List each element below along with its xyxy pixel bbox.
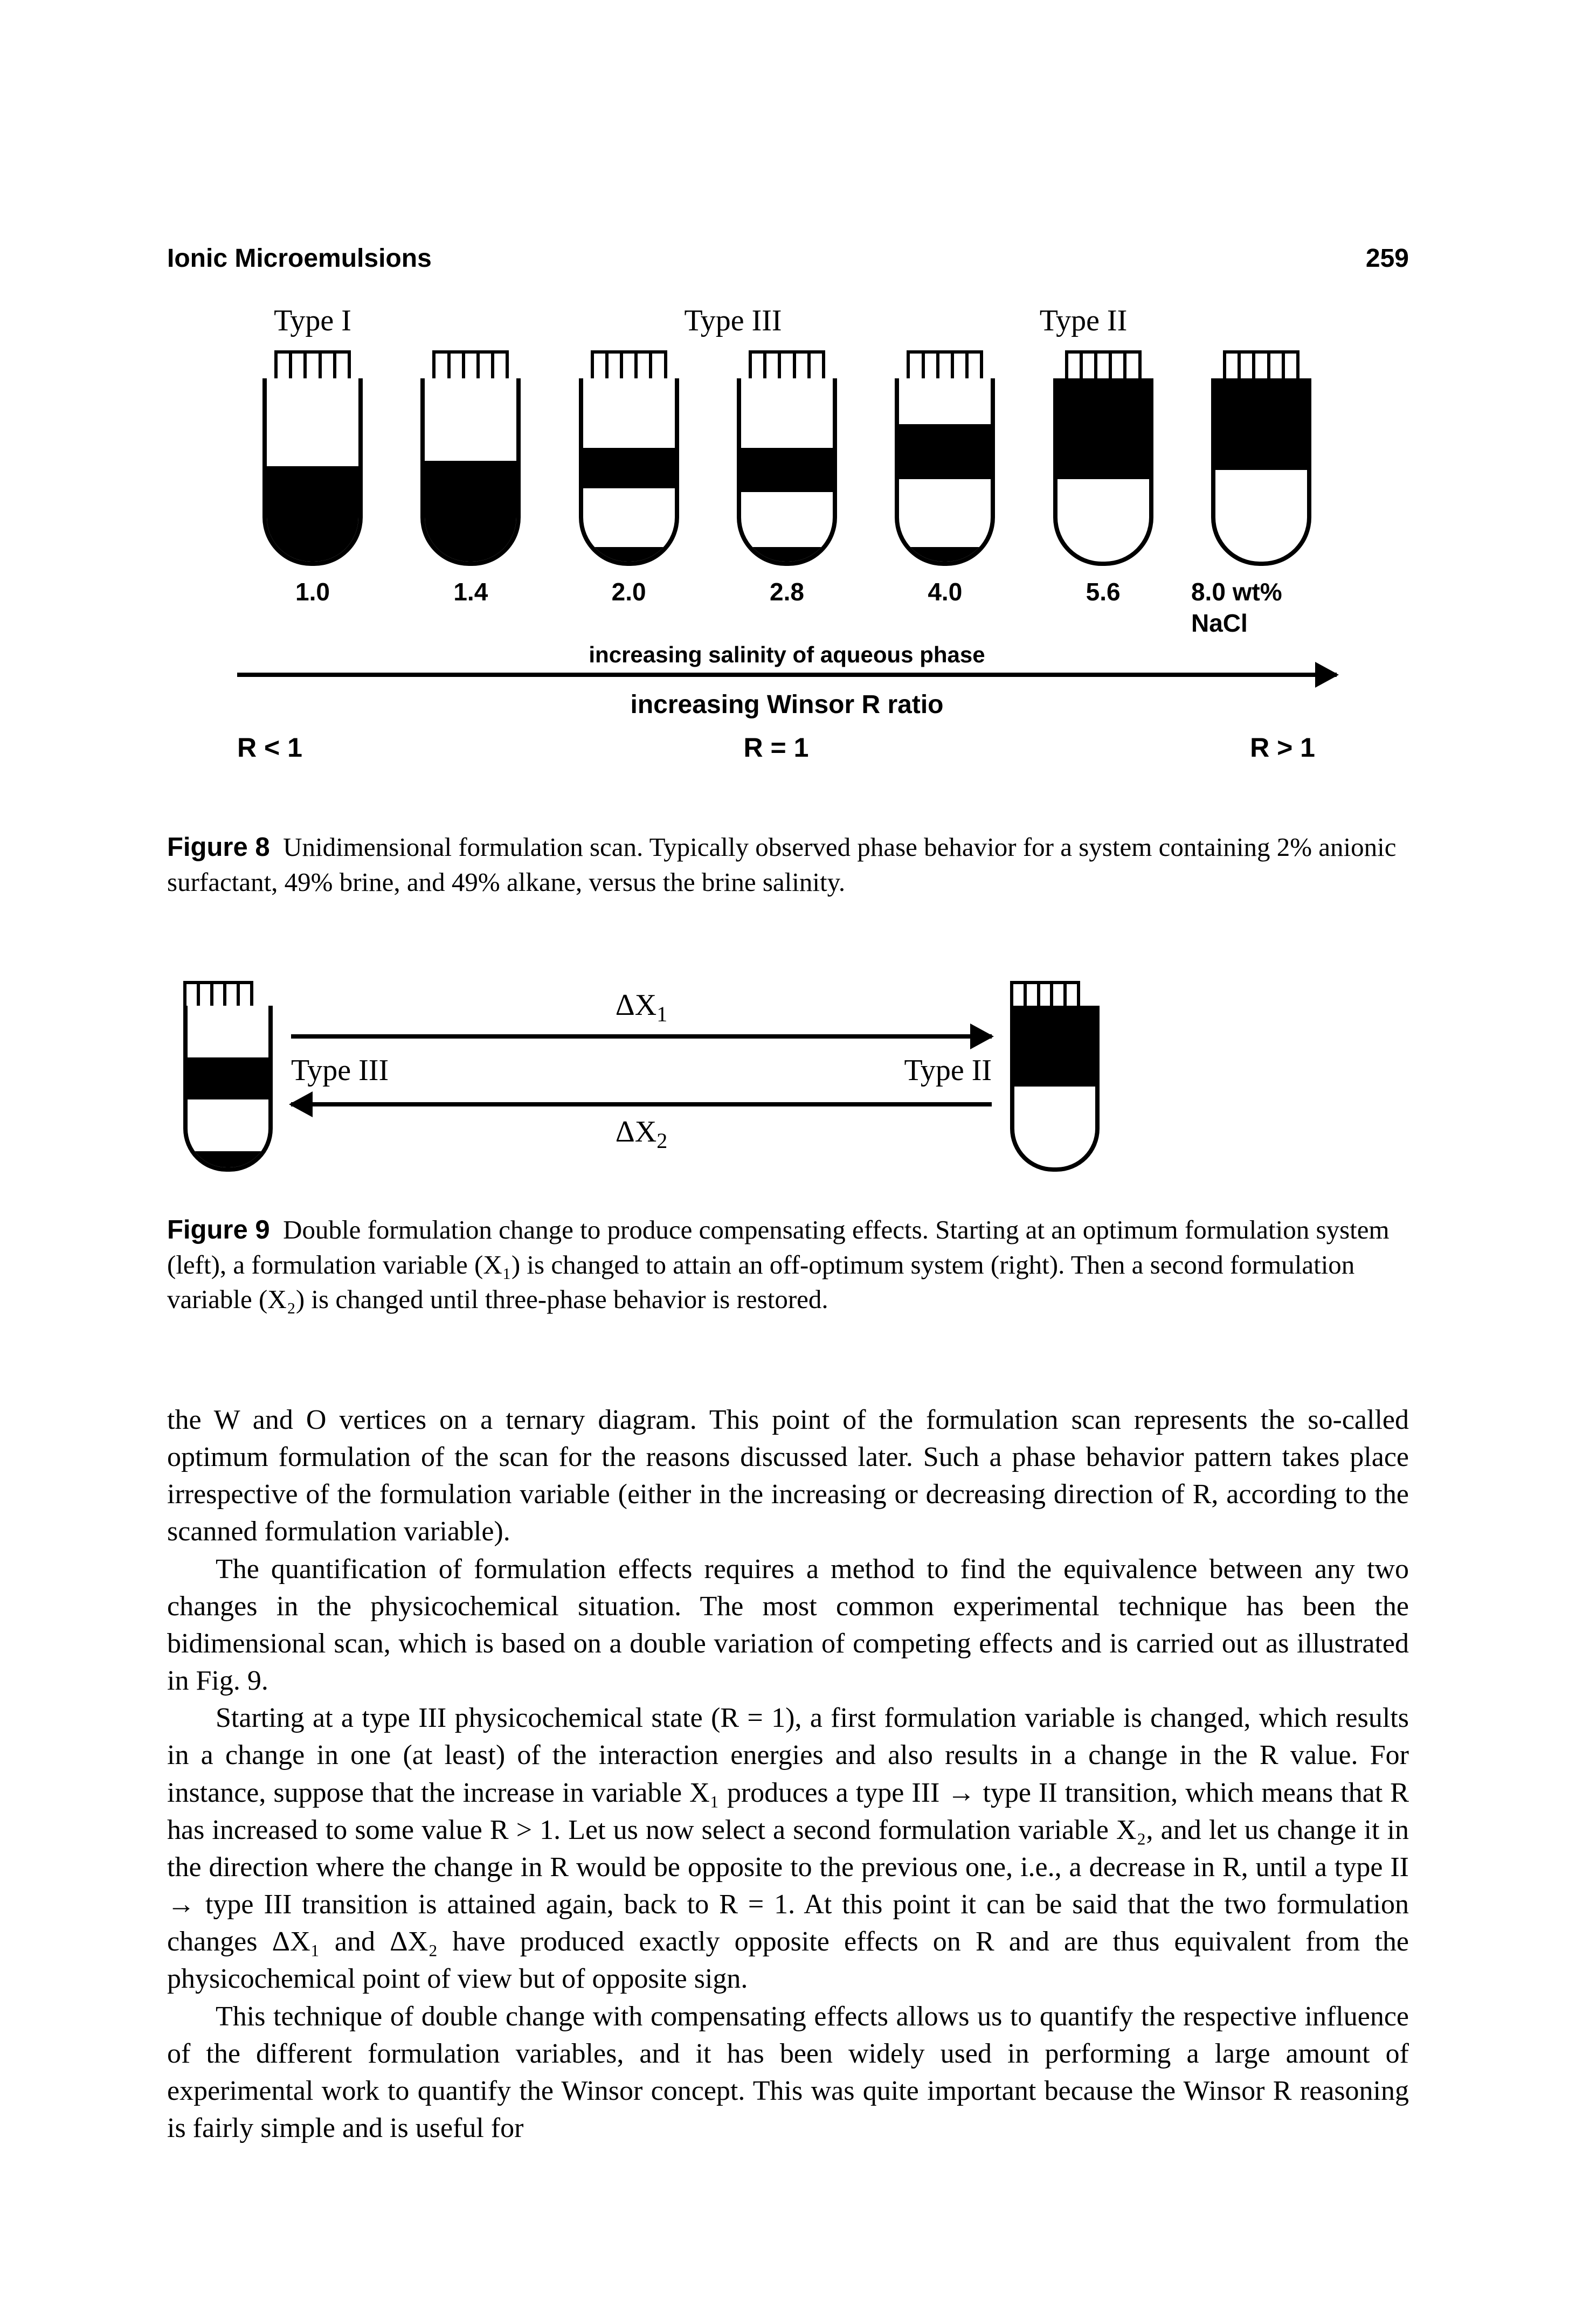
tube-body [420, 378, 521, 566]
figure-8-caption: Figure 8 Unidimensional formulation scan… [167, 830, 1409, 900]
fig8-type-labels: Type I Type III Type II [226, 302, 1347, 340]
body-p2: The quantification of formulation effect… [167, 1551, 1409, 1700]
fig8-type1-label: Type I [243, 302, 383, 340]
figure-9: ΔX1 Type III Type II ΔX2 [183, 970, 1100, 1196]
fig9-dx2: ΔX2 [291, 1113, 992, 1154]
dx2-sub: 2 [656, 1129, 667, 1153]
test-tube: 1.4 [400, 350, 541, 639]
test-tube: 5.6 [1033, 350, 1173, 639]
fig8-r-lt: R < 1 [237, 731, 302, 765]
dx1-sym: ΔX [616, 988, 656, 1022]
fig9-dx1: ΔX1 [291, 986, 992, 1028]
tube-value: 4.0 [928, 577, 962, 608]
tube-cap-icon [1223, 350, 1299, 378]
test-tube: 2.8 [717, 350, 857, 639]
arrow-left-icon [291, 1102, 992, 1106]
body-p3: Starting at a type III physicochemical s… [167, 1699, 1409, 1997]
dx2-sym: ΔX [616, 1115, 656, 1149]
fig8-winsor-label: increasing Winsor R ratio [226, 689, 1347, 721]
test-tube: 2.0 [559, 350, 699, 639]
fig9-right-tube [1010, 981, 1100, 1172]
runhead-left: Ionic Microemulsions [167, 243, 432, 275]
tube-cap-icon [432, 350, 509, 378]
fig8-r-row: R < 1 R = 1 R > 1 [226, 731, 1347, 765]
fig9-type3-label: Type III [291, 1052, 389, 1089]
tube-value: 5.6 [1086, 577, 1121, 608]
body-p1: the W and O vertices on a ternary diagra… [167, 1401, 1409, 1551]
tube-value: 1.4 [453, 577, 488, 608]
tube-body [895, 378, 995, 566]
fig8-caption-label: Figure 8 [167, 833, 270, 862]
tube-cap-icon [749, 350, 825, 378]
tube-cap-icon [274, 350, 351, 378]
arrow-right-icon [237, 673, 1337, 677]
tube-cap-icon [1010, 981, 1080, 1006]
fig9-center: ΔX1 Type III Type II ΔX2 [291, 986, 992, 1180]
tube-value: 2.0 [612, 577, 646, 608]
running-head: Ionic Microemulsions 259 [167, 243, 1409, 275]
figure-8: Type I Type III Type II 1.0 1.4 2.0 2.8 4.0 5… [226, 302, 1347, 764]
fig9-caption-text: Double formulation change to produce com… [167, 1215, 1390, 1314]
tube-cap-icon [591, 350, 667, 378]
tube-body [183, 1006, 273, 1172]
fig8-caption-text: Unidimensional formulation scan. Typical… [167, 832, 1397, 897]
fig9-type2-label: Type II [904, 1052, 992, 1089]
tube-value: 2.8 [770, 577, 804, 608]
tube-body [737, 378, 837, 566]
fig8-type3-label: Type III [523, 302, 943, 340]
tube-cap-icon [907, 350, 983, 378]
tube-value: 1.0 [295, 577, 330, 608]
runhead-right: 259 [1366, 243, 1409, 275]
fig8-r-gt: R > 1 [1250, 731, 1315, 765]
test-tube: 8.0 wt% NaCl [1191, 350, 1331, 639]
tube-body [1053, 378, 1153, 566]
tube-body [262, 378, 363, 566]
dx1-sub: 1 [656, 1002, 667, 1026]
test-tube: 1.0 [243, 350, 383, 639]
fig8-tube-row: 1.0 1.4 2.0 2.8 4.0 5.6 8.0 wt% NaCl [226, 350, 1347, 639]
fig8-salinity-label: increasing salinity of aqueous phase [226, 641, 1347, 669]
fig8-type2-label: Type II [943, 302, 1224, 340]
body-p4: This technique of double change with com… [167, 1998, 1409, 2147]
tube-body [1010, 1006, 1100, 1172]
test-tube: 4.0 [875, 350, 1015, 639]
figure-9-caption: Figure 9 Double formulation change to pr… [167, 1213, 1409, 1317]
arrow-right-icon [291, 1034, 992, 1039]
tube-value: 8.0 wt% NaCl [1191, 577, 1331, 639]
tube-body [1211, 378, 1311, 566]
fig8-salinity-arrow [226, 673, 1347, 677]
tube-body [579, 378, 679, 566]
fig9-left-tube [183, 981, 273, 1172]
tube-cap-icon [1065, 350, 1142, 378]
fig8-r-eq: R = 1 [744, 731, 809, 765]
body-text: the W and O vertices on a ternary diagra… [167, 1401, 1409, 2147]
fig9-caption-label: Figure 9 [167, 1215, 270, 1244]
tube-cap-icon [183, 981, 253, 1006]
page: Ionic Microemulsions 259 Type I Type III… [0, 0, 1576, 2324]
